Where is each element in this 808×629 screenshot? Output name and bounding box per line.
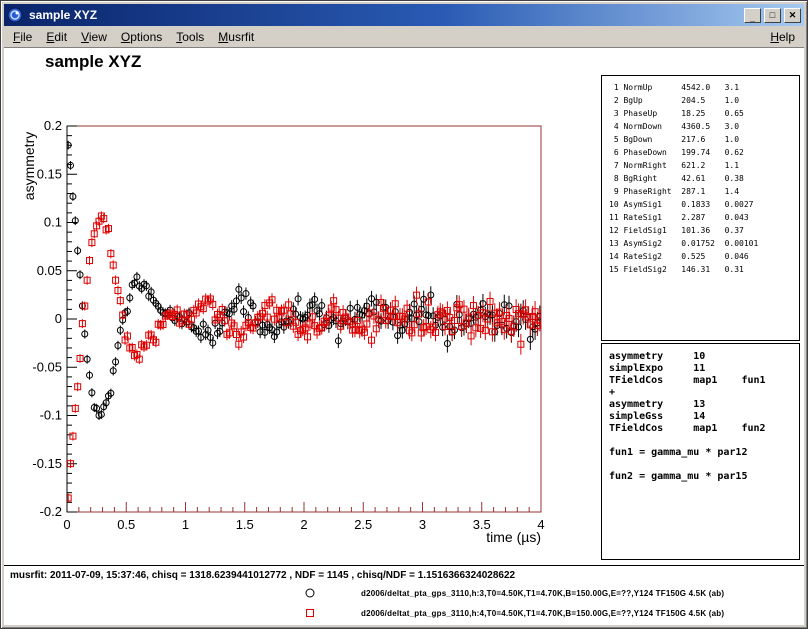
minimize-button[interactable]: _ [744,8,761,23]
menu-item-options[interactable]: Options [114,27,169,47]
legend-label: d2006/deltat_pta_gps_3110,h:3,T0=4.50K,T… [361,589,724,598]
svg-text:2: 2 [300,517,307,532]
app-icon [7,7,23,23]
svg-text:0: 0 [63,517,70,532]
plot-title: sample XYZ [45,52,141,72]
svg-text:0.2: 0.2 [44,118,62,133]
svg-text:-0.05: -0.05 [32,359,62,374]
maximize-button[interactable]: □ [764,8,781,23]
legend-marker-square-icon [304,607,316,619]
menu-item-tools[interactable]: Tools [169,27,211,47]
svg-text:-0.1: -0.1 [40,408,62,423]
menu-item-view[interactable]: View [74,27,114,47]
svg-text:0.05: 0.05 [37,263,62,278]
legend-label: d2006/deltat_pta_gps_3110,h:4,T0=4.50K,T… [361,609,724,618]
svg-text:1.5: 1.5 [236,517,254,532]
menu-item-edit[interactable]: Edit [39,27,74,47]
svg-text:0.5: 0.5 [117,517,135,532]
fit-parameter-box: 1 NormUp 4542.0 3.1 2 BgUp 204.5 1.0 3 P… [601,75,800,341]
svg-text:0: 0 [55,311,62,326]
close-button[interactable]: ✕ [784,8,801,23]
plot-footer: musrfit: 2011-07-09, 15:37:46, chisq = 1… [4,565,804,625]
window-title: sample XYZ [29,8,741,22]
menu-item-musrfit[interactable]: Musrfit [211,27,261,47]
svg-text:time (µs): time (µs) [486,529,541,545]
svg-text:0.15: 0.15 [37,166,62,181]
svg-text:3: 3 [419,517,426,532]
svg-text:1: 1 [182,517,189,532]
legend-row: d2006/deltat_pta_gps_3110,h:4,T0=4.50K,T… [4,603,804,623]
svg-text:-0.15: -0.15 [32,456,62,471]
fit-status-line: musrfit: 2011-07-09, 15:37:46, chisq = 1… [10,570,804,581]
menubar: File Edit View Options Tools Musrfit Hel… [4,26,804,48]
svg-text:2.5: 2.5 [354,517,372,532]
svg-text:asymmetry: asymmetry [21,132,37,200]
root-canvas: 00.511.522.533.54-0.2-0.15-0.1-0.0500.05… [4,48,804,625]
legend: d2006/deltat_pta_gps_3110,h:3,T0=4.50K,T… [4,583,804,623]
titlebar[interactable]: sample XYZ _ □ ✕ [4,4,804,26]
menu-item-help[interactable]: Help [763,27,802,47]
legend-row: d2006/deltat_pta_gps_3110,h:3,T0=4.50K,T… [4,583,804,603]
legend-marker-circle-icon [304,587,316,599]
svg-text:-0.2: -0.2 [40,504,62,519]
app-window: sample XYZ _ □ ✕ File Edit View Options … [0,0,808,629]
svg-text:0.1: 0.1 [44,215,62,230]
theory-box: asymmetry 10 simplExpo 11 TFieldCos map1… [601,343,800,560]
menu-item-file[interactable]: File [6,27,39,47]
